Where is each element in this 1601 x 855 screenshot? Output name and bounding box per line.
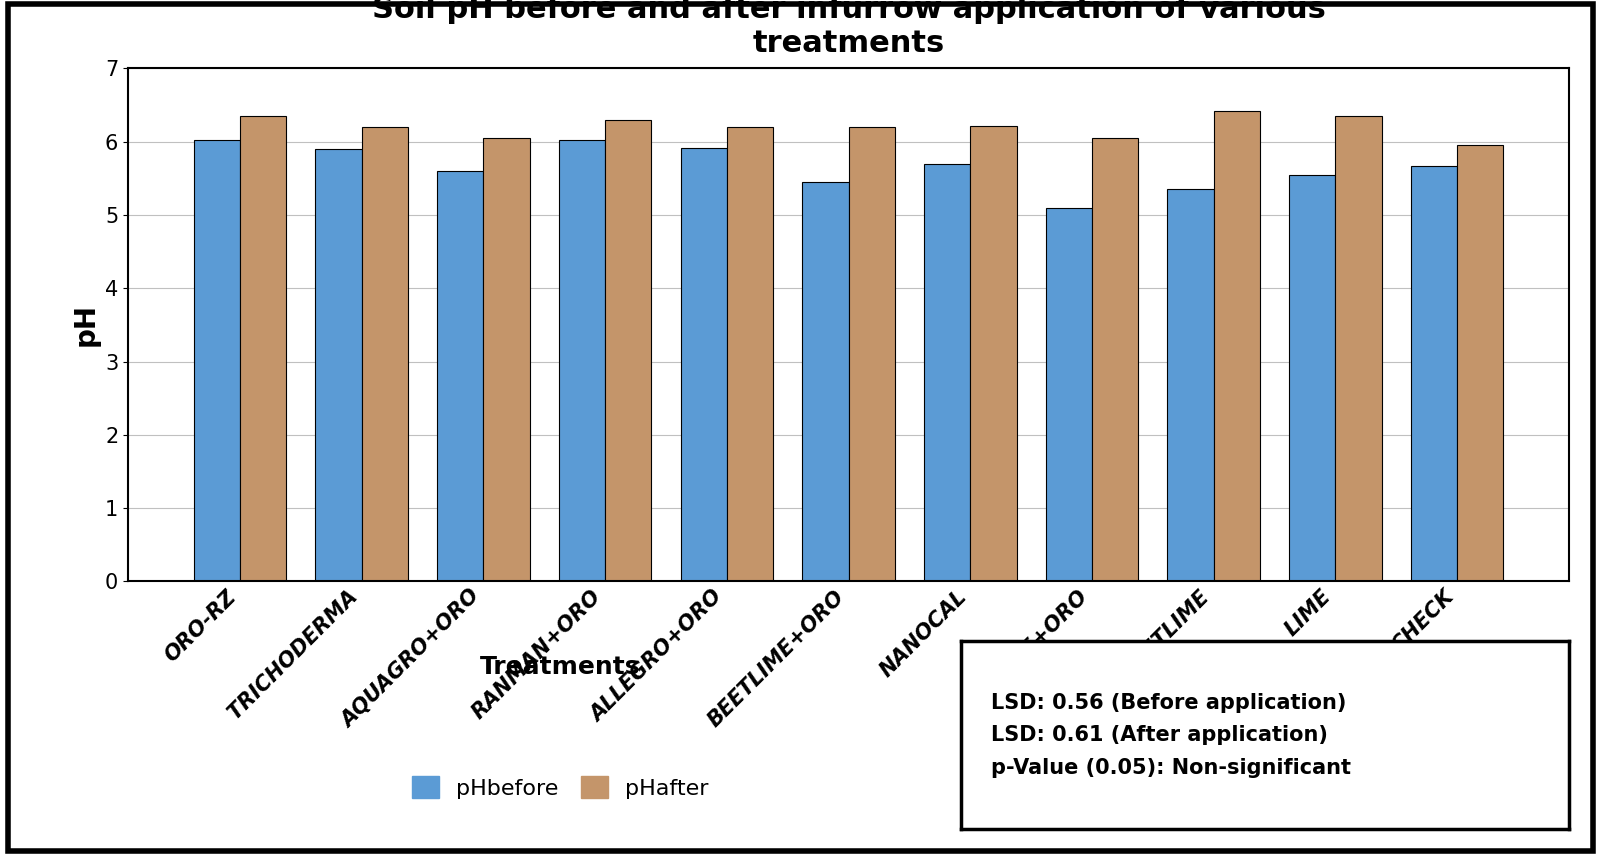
Bar bbox=[484, 138, 530, 581]
Bar bbox=[240, 116, 287, 581]
Y-axis label: pH: pH bbox=[72, 304, 99, 346]
Bar bbox=[194, 140, 240, 581]
Text: Treatments: Treatments bbox=[480, 655, 640, 679]
Bar bbox=[849, 127, 895, 581]
Bar bbox=[605, 120, 652, 581]
Bar bbox=[1214, 111, 1260, 581]
Bar bbox=[315, 149, 362, 581]
Bar bbox=[1092, 138, 1138, 581]
Bar bbox=[924, 163, 970, 581]
Bar bbox=[802, 182, 849, 581]
Title: Soil pH before and after infurrow application of various
treatments: Soil pH before and after infurrow applic… bbox=[371, 0, 1326, 58]
Bar bbox=[1457, 145, 1503, 581]
Bar bbox=[437, 171, 484, 581]
Bar bbox=[680, 148, 727, 581]
Bar bbox=[1335, 116, 1382, 581]
Bar bbox=[362, 127, 408, 581]
Bar bbox=[1410, 166, 1457, 581]
Bar bbox=[1045, 208, 1092, 581]
Bar bbox=[1167, 189, 1214, 581]
Bar bbox=[970, 126, 1017, 581]
Legend: pHbefore, pHafter: pHbefore, pHafter bbox=[400, 764, 720, 810]
Bar bbox=[1289, 174, 1335, 581]
Bar bbox=[559, 140, 605, 581]
Bar bbox=[727, 127, 773, 581]
Text: LSD: 0.56 (Before application)
LSD: 0.61 (After application)
p-Value (0.05): Non: LSD: 0.56 (Before application) LSD: 0.61… bbox=[991, 693, 1351, 778]
